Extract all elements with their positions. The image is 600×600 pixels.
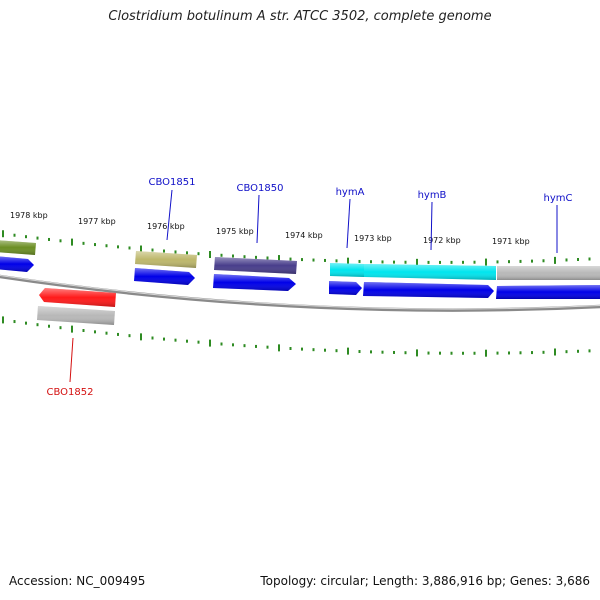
map-title: Clostridium botulinum A str. ATCC 3502, … — [108, 9, 492, 24]
cds-arrow-2[interactable] — [134, 268, 195, 285]
feature-cbo1852-gray[interactable] — [37, 306, 115, 325]
gene-label-cbo1852[interactable]: CBO1852 — [47, 387, 94, 398]
scale-ticks-lower — [2, 316, 591, 357]
leader-hyma — [346, 198, 351, 249]
gene-label-cbo1850[interactable]: CBO1850 — [237, 183, 284, 194]
leader-hymb — [430, 201, 433, 251]
gene-label-hyma[interactable]: hymA — [336, 187, 365, 198]
tick-label-1977: 1977 kbp — [78, 217, 116, 226]
cds-arrow-5[interactable] — [363, 282, 494, 298]
feature-hymb[interactable] — [364, 264, 496, 280]
feature-cbo1851[interactable] — [135, 251, 197, 268]
tick-label-1971: 1971 kbp — [492, 237, 530, 246]
leader-cbo1850 — [256, 194, 260, 244]
tick-label-1972: 1972 kbp — [423, 236, 461, 245]
genome-backbone — [0, 274, 600, 312]
tick-label-1976: 1976 kbp — [147, 222, 185, 231]
cds-arrow-4[interactable] — [329, 281, 362, 295]
feature-cbo1850[interactable] — [214, 257, 297, 274]
genome-summary-text: Topology: circular; Length: 3,886,916 bp… — [260, 574, 590, 588]
cds-arrow-3[interactable] — [213, 274, 296, 291]
gene-label-hymc[interactable]: hymC — [544, 193, 573, 204]
scale-ticks-upper — [2, 230, 591, 266]
tick-label-1975: 1975 kbp — [216, 227, 254, 236]
accession-text: Accession: NC_009495 — [9, 574, 146, 588]
gene-label-hymb[interactable]: hymB — [418, 190, 447, 201]
feature-cbo1852-red[interactable] — [39, 288, 116, 307]
feature-hymc[interactable] — [497, 266, 600, 280]
leader-cbo1851 — [166, 189, 173, 241]
gene-label-cbo1851[interactable]: CBO1851 — [149, 177, 196, 188]
cds-arrow-1[interactable] — [0, 256, 34, 272]
cds-arrow-6[interactable] — [496, 285, 600, 299]
leader-cbo1852 — [69, 337, 74, 383]
tick-label-1978: 1978 kbp — [10, 211, 48, 220]
feature-olive-left[interactable] — [0, 240, 36, 255]
feature-hyma[interactable] — [330, 263, 364, 277]
tick-label-1974: 1974 kbp — [285, 231, 323, 240]
tick-label-1973: 1973 kbp — [354, 234, 392, 243]
